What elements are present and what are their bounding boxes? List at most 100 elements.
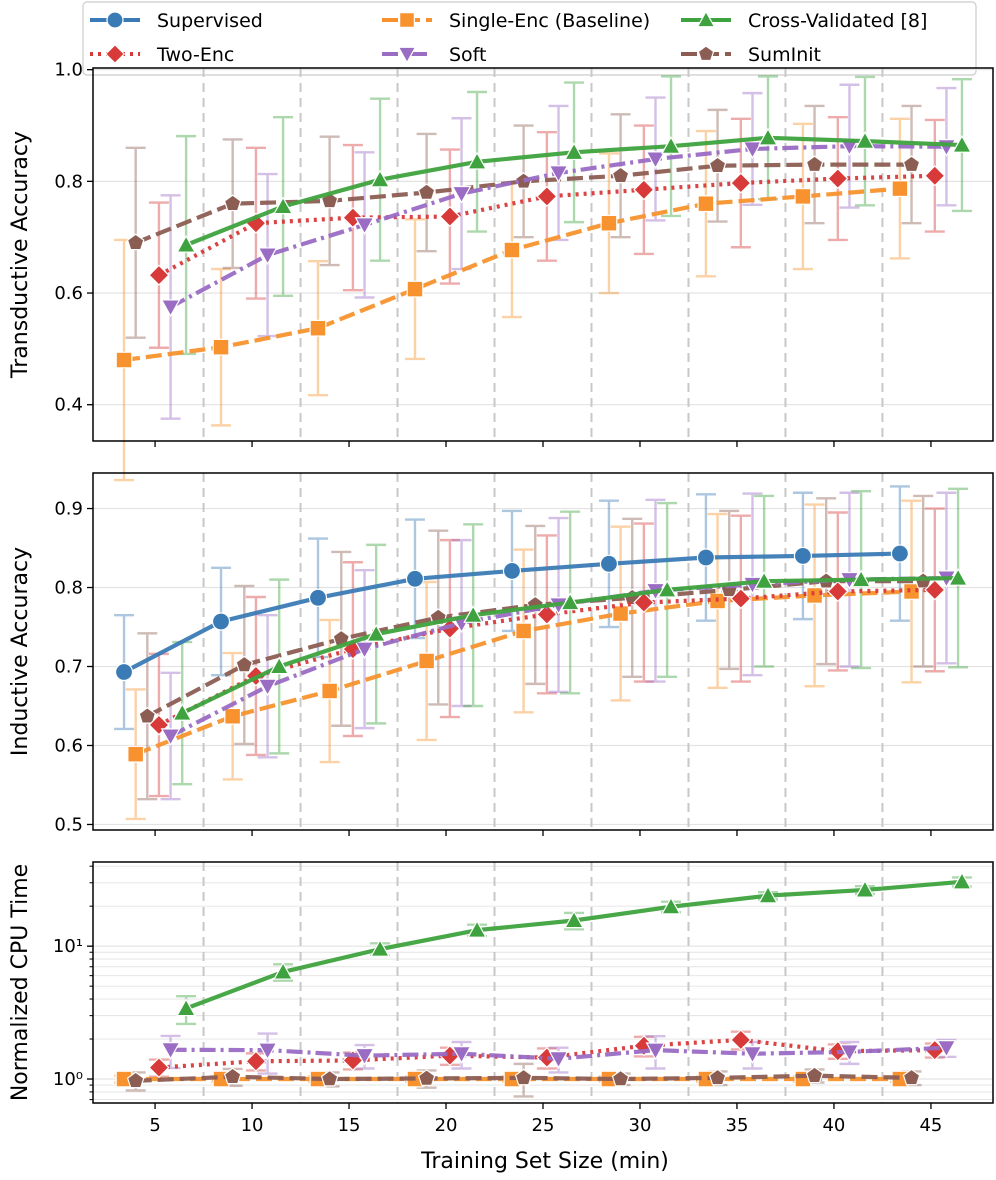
legend-entry-cv: Cross-Validated [8] — [681, 10, 927, 32]
data-point-single — [224, 707, 242, 725]
data-point-single — [891, 180, 909, 198]
y-axis-label-transductive: Transductive Accuracy — [8, 131, 33, 379]
legend-entry-soft: Soft — [382, 44, 487, 66]
y-tick-label: 0.4 — [54, 395, 83, 416]
data-point-cv — [952, 134, 972, 153]
data-point-cv — [758, 127, 778, 146]
data-point-cv — [370, 938, 391, 957]
data-point-supervised — [696, 548, 716, 567]
panel-inductive: 0.5 0.6 0.7 0.8 0.9 Inductive Accuracy — [8, 472, 994, 836]
data-point-cv — [952, 871, 972, 890]
data-point-suminit — [902, 155, 921, 173]
data-point-suminit — [902, 1068, 921, 1086]
data-point-soft — [839, 1044, 860, 1063]
data-point-suminit — [611, 1069, 630, 1087]
data-point-supervised — [599, 554, 619, 573]
x-tick-label: 20 — [435, 1115, 458, 1136]
data-point-supervised — [405, 569, 425, 588]
data-point-supervised — [793, 546, 813, 566]
legend-label-cv: Cross-Validated [8] — [748, 10, 927, 32]
y-axis-ticks: 0.5 0.6 0.7 0.8 0.9 — [54, 499, 93, 835]
data-point-cv — [467, 151, 487, 170]
data-point-cv — [273, 196, 294, 215]
legend-swatch-marker — [104, 43, 126, 65]
legend-label-soft: Soft — [449, 44, 487, 66]
x-tick-label: 10 — [241, 1115, 264, 1136]
data-point-cv — [855, 130, 875, 149]
data-point-single — [794, 188, 812, 205]
y-tick-label: 0.7 — [54, 657, 83, 678]
legend-entry-supervised: Supervised — [90, 10, 263, 32]
data-point-soft — [548, 165, 569, 184]
data-point-suminit — [223, 194, 242, 212]
data-point-soft — [257, 1042, 278, 1061]
data-point-single — [127, 745, 145, 763]
series-line-cv — [185, 879, 963, 1011]
grid — [93, 68, 993, 441]
data-point-single — [515, 622, 533, 640]
x-axis-ticks: 5 10 15 20 25 30 35 40 45 — [149, 1103, 942, 1136]
legend-entry-twoenc: Two-Enc — [90, 43, 234, 66]
series-group — [114, 544, 969, 763]
x-tick-label: 45 — [919, 1115, 942, 1136]
data-point-cv — [273, 961, 294, 980]
data-point-twoenc — [536, 603, 558, 626]
data-point-suminit — [320, 1069, 339, 1087]
data-point-soft — [257, 678, 278, 697]
data-point-suminit — [805, 1066, 824, 1084]
data-point-single — [309, 319, 327, 337]
data-point-single — [503, 241, 521, 259]
x-tick-label: 25 — [532, 1115, 555, 1136]
data-point-twoenc — [439, 617, 461, 640]
legend-label-single: Single-Enc (Baseline) — [449, 10, 650, 32]
data-point-cv — [754, 571, 775, 589]
data-point-cv — [269, 656, 290, 675]
data-point-cv — [851, 569, 872, 588]
panel-transductive: 0.4 0.6 0.8 1.0 Transductive Accuracy — [8, 60, 994, 482]
legend-swatch-marker — [397, 46, 417, 64]
data-point-twoenc — [148, 264, 170, 286]
data-point-cv — [661, 136, 681, 154]
legend-label-supervised: Supervised — [157, 10, 263, 32]
data-point-soft — [354, 217, 375, 236]
data-point-supervised — [114, 662, 134, 682]
x-tick-label: 15 — [338, 1115, 361, 1136]
data-point-cv — [467, 919, 487, 938]
data-point-suminit — [417, 1069, 436, 1086]
y-axis-label-inductive: Inductive Accuracy — [8, 547, 33, 756]
data-point-suminit — [611, 166, 630, 184]
y-tick-label: 0.6 — [54, 283, 83, 304]
data-point-suminit — [805, 155, 824, 173]
data-point-twoenc — [148, 1056, 170, 1079]
data-point-cv — [855, 879, 875, 898]
x-axis-ticks — [154, 830, 932, 836]
data-point-twoenc — [730, 172, 752, 194]
data-point-supervised — [308, 588, 328, 607]
x-axis-ticks — [154, 441, 932, 447]
data-point-twoenc — [924, 165, 946, 187]
data-point-soft — [742, 141, 763, 160]
data-point-soft — [451, 1045, 472, 1064]
data-point-twoenc — [633, 591, 655, 614]
data-point-single — [418, 652, 436, 670]
data-point-cv — [366, 623, 387, 642]
data-point-twoenc — [924, 579, 946, 601]
x-axis-label: Training Set Size (min) — [420, 1149, 669, 1174]
legend-swatch-marker — [399, 12, 415, 28]
data-point-twoenc — [827, 167, 849, 190]
data-point-cv — [463, 605, 484, 623]
series-group — [115, 871, 972, 1089]
legend-swatch-marker — [697, 45, 715, 62]
data-point-soft — [645, 1042, 666, 1061]
panel-cputime: 10⁰ 10¹ 5 10 15 20 25 30 35 40 45 Normalized CPU Ti… — [8, 861, 994, 1136]
x-tick-label: 5 — [149, 1115, 160, 1136]
data-point-soft — [936, 1039, 957, 1058]
data-point-soft — [160, 299, 181, 318]
data-point-cv — [758, 885, 778, 904]
legend-swatch-marker — [106, 11, 124, 29]
legend-label-suminit: SumInit — [748, 44, 821, 66]
data-point-soft — [160, 728, 181, 747]
data-point-twoenc — [439, 205, 461, 228]
data-point-cv — [564, 142, 584, 161]
data-point-cv — [176, 234, 197, 253]
